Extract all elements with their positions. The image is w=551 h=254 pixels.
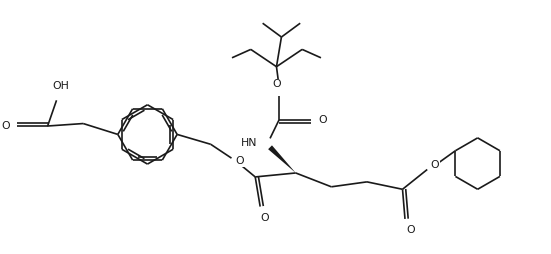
Text: O: O bbox=[272, 80, 281, 89]
Text: O: O bbox=[261, 213, 269, 223]
Text: O: O bbox=[235, 156, 244, 166]
Text: O: O bbox=[2, 121, 10, 131]
Polygon shape bbox=[268, 145, 296, 173]
Text: O: O bbox=[431, 160, 439, 170]
Text: HN: HN bbox=[241, 138, 258, 148]
Text: O: O bbox=[318, 115, 327, 125]
Text: O: O bbox=[406, 225, 415, 235]
Text: OH: OH bbox=[52, 82, 69, 91]
